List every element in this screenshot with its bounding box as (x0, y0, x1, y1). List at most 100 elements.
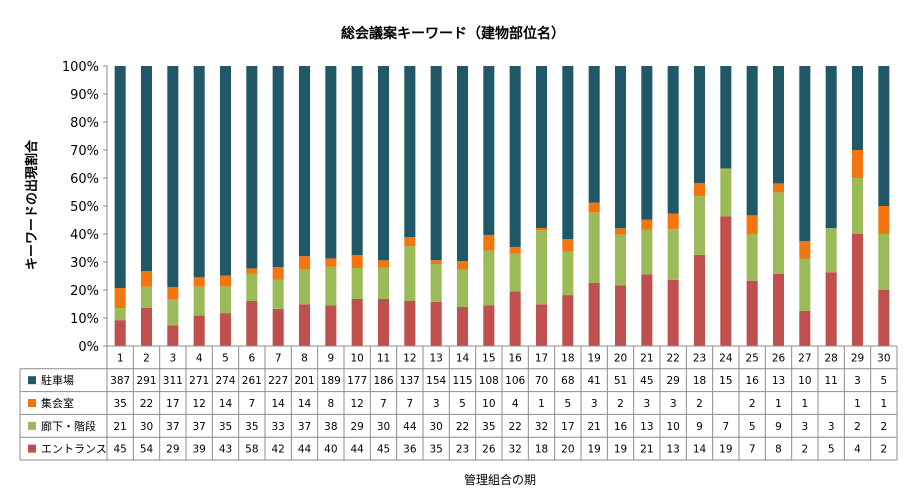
bar-segment (588, 212, 600, 283)
bar-segment (562, 66, 574, 240)
bar-segment (509, 291, 521, 346)
data-label: 30 (377, 421, 390, 433)
data-label: 70 (535, 375, 548, 387)
data-label: 106 (505, 375, 525, 387)
data-label: 22 (508, 421, 521, 433)
plot-area: 0% 10% 20% 30% 40% 50% 60% 70% 80% 90% 100% (62, 60, 890, 355)
x-tick-label: 1 (117, 352, 124, 364)
data-label: 1 (538, 398, 545, 410)
x-tick-label: 15 (482, 352, 495, 364)
data-label: 54 (140, 444, 154, 456)
x-tick-label: 6 (248, 352, 255, 364)
y-tick-label: 30% (70, 256, 99, 271)
data-label: 19 (614, 444, 627, 456)
data-label: 40 (324, 444, 337, 456)
x-tick-label: 20 (614, 352, 627, 364)
bar-segment (562, 239, 574, 252)
data-label: 177 (347, 375, 367, 387)
bar-segment (377, 260, 390, 268)
data-label: 5 (459, 398, 466, 410)
data-label: 108 (479, 375, 499, 387)
data-label: 3 (854, 375, 861, 387)
bar-segment (851, 66, 864, 150)
bar-segment (325, 266, 337, 306)
data-label: 115 (452, 375, 472, 387)
bar-segment (562, 295, 574, 346)
data-label: 18 (535, 444, 548, 456)
bar-segment (693, 183, 706, 197)
data-label: 45 (640, 375, 653, 387)
bar-segment (325, 305, 337, 346)
bar-segment (404, 237, 416, 246)
data-label: 14 (219, 398, 233, 410)
bar-segment (878, 206, 890, 234)
bar-segment (456, 306, 469, 346)
x-tick-label: 10 (350, 352, 363, 364)
data-label: 311 (163, 375, 183, 387)
data-label: 5 (880, 375, 887, 387)
bar-segment (193, 315, 205, 346)
data-label: 16 (745, 375, 759, 387)
bar-segment (456, 261, 469, 270)
bar-segment (825, 272, 837, 346)
legend-swatch (28, 444, 36, 453)
chart-title: 総会議案キーワード（建物部位名） (341, 25, 565, 42)
data-label: 58 (245, 444, 258, 456)
bar-segment (404, 66, 416, 238)
bar-segment (614, 66, 627, 229)
data-label: 201 (294, 375, 314, 387)
y-tick-label: 20% (70, 284, 99, 299)
bar-segment (272, 308, 284, 346)
bar-segment (878, 234, 890, 290)
bar-segment (351, 255, 363, 268)
bar-segment (746, 66, 758, 216)
data-label: 13 (640, 421, 653, 433)
x-tick-label: 30 (877, 352, 890, 364)
bar-segment (246, 66, 258, 269)
bar-segment (588, 202, 600, 213)
y-axis-label: キーワードの出現割合 (24, 139, 40, 270)
bar-segment (720, 168, 732, 217)
data-label: 5 (749, 421, 756, 433)
data-label: 17 (166, 398, 179, 410)
data-label: 1 (880, 398, 887, 410)
x-tick-label: 17 (535, 352, 548, 364)
bar-segment (140, 66, 153, 272)
data-label: 9 (696, 421, 703, 433)
bar-segment (614, 228, 627, 235)
data-label: 37 (298, 421, 311, 433)
data-label: 30 (140, 421, 153, 433)
bar-segment (772, 183, 785, 193)
data-label: 29 (166, 444, 179, 456)
bar-segment (535, 227, 548, 231)
data-label: 4 (854, 444, 861, 456)
data-label: 23 (456, 444, 469, 456)
bar-segment (535, 230, 548, 305)
bar-segment (246, 268, 258, 274)
data-label: 11 (824, 375, 837, 387)
data-label: 5 (828, 444, 835, 456)
data-label: 274 (215, 375, 235, 387)
bar-segment (535, 66, 548, 228)
bar-segment (746, 280, 758, 346)
data-label: 35 (245, 421, 258, 433)
bar-segment (851, 178, 864, 234)
x-tick-label: 11 (377, 352, 390, 364)
bar-segment (351, 267, 363, 299)
data-label: 3 (670, 398, 677, 410)
bar-segment (667, 279, 679, 346)
x-tick-label: 14 (456, 352, 470, 364)
bar-segment (720, 66, 732, 169)
bar-segment (878, 66, 890, 206)
bar-segment (377, 298, 390, 346)
bar-segment (799, 258, 811, 311)
data-label: 2 (880, 444, 887, 456)
data-label: 8 (327, 398, 334, 410)
data-label: 15 (719, 375, 732, 387)
legend-label: 集会室 (41, 396, 74, 410)
bar-segment (720, 216, 732, 346)
data-label: 20 (561, 444, 574, 456)
x-tick-label: 16 (508, 352, 522, 364)
data-label: 21 (640, 444, 653, 456)
data-label: 44 (350, 444, 364, 456)
